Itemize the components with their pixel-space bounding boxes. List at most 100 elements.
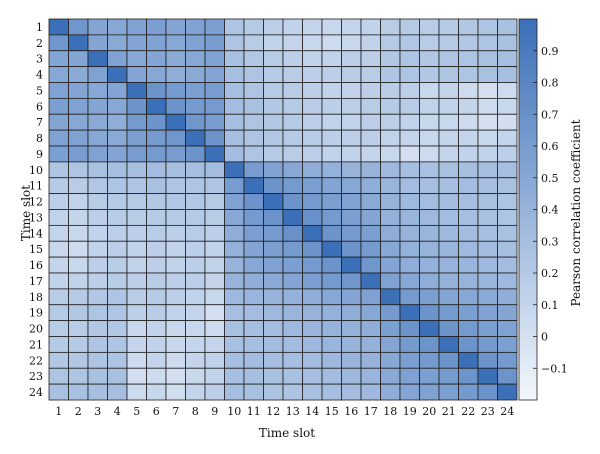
heatmap-cell-15-23 <box>477 240 498 258</box>
heatmap-cell-15-4 <box>107 240 128 258</box>
x-tick-label-14: 14 <box>305 405 319 418</box>
heatmap-cell-21-12 <box>263 336 284 353</box>
heatmap-cell-3-19 <box>399 50 420 68</box>
heatmap-cell-22-21 <box>438 351 459 369</box>
heatmap-cell-23-18 <box>380 367 401 385</box>
heatmap-cell-17-3 <box>87 272 108 290</box>
heatmap-cell-19-6 <box>146 304 167 322</box>
heatmap-cell-17-2 <box>68 272 89 290</box>
heatmap-cell-16-19 <box>399 256 420 274</box>
heatmap-cell-3-22 <box>458 50 479 68</box>
heatmap-cell-11-8 <box>185 177 206 195</box>
heatmap-cell-17-10 <box>224 272 245 290</box>
heatmap-cell-8-10 <box>224 129 245 147</box>
heatmap-cell-1-7 <box>165 18 186 36</box>
heatmap-cell-13-19 <box>399 209 420 226</box>
heatmap-cell-12-7 <box>165 193 186 210</box>
heatmap-cell-8-14 <box>302 129 323 147</box>
heatmap-cell-14-15 <box>321 224 342 242</box>
heatmap-cell-13-6 <box>146 209 167 226</box>
heatmap-cell-10-4 <box>107 161 128 179</box>
heatmap-cell-11-22 <box>458 177 479 195</box>
heatmap-cell-18-16 <box>341 288 362 306</box>
heatmap-cell-1-14 <box>302 18 323 36</box>
x-tick-label-11: 11 <box>247 405 261 418</box>
heatmap-cell-12-15 <box>321 193 342 210</box>
heatmap-cell-15-14 <box>302 240 323 258</box>
y-tick-label-4: 4 <box>36 69 43 82</box>
heatmap-cell-12-24 <box>497 193 518 210</box>
heatmap-cell-2-7 <box>165 34 186 52</box>
heatmap-cell-16-8 <box>185 256 206 274</box>
heatmap-cell-15-10 <box>224 240 245 258</box>
heatmap-cell-23-15 <box>321 367 342 385</box>
heatmap-cell-20-12 <box>263 320 284 337</box>
heatmap-cell-19-10 <box>224 304 245 322</box>
heatmap-cell-12-19 <box>399 193 420 210</box>
heatmap-cell-22-10 <box>224 351 245 369</box>
heatmap-cell-6-2 <box>68 97 89 115</box>
heatmap-cell-4-15 <box>321 66 342 83</box>
heatmap-cell-13-15 <box>321 209 342 226</box>
heatmap-cell-20-10 <box>224 320 245 337</box>
heatmap-cell-4-6 <box>146 66 167 83</box>
heatmap-cell-14-19 <box>399 224 420 242</box>
heatmap-cell-5-9 <box>204 82 225 99</box>
heatmap-cell-21-22 <box>458 336 479 353</box>
y-tick-label-14: 14 <box>29 227 43 240</box>
heatmap-cell-9-10 <box>224 145 245 163</box>
heatmap-cell-21-1 <box>48 336 69 353</box>
heatmap-cell-20-9 <box>204 320 225 337</box>
heatmap-cell-12-8 <box>185 193 206 210</box>
heatmap-cell-13-7 <box>165 209 186 226</box>
heatmap-cell-6-5 <box>126 97 147 115</box>
heatmap-cell-20-3 <box>87 320 108 337</box>
heatmap-cell-2-11 <box>243 34 264 52</box>
heatmap-cell-15-3 <box>87 240 108 258</box>
heatmap-cell-12-2 <box>68 193 89 210</box>
heatmap-cell-10-3 <box>87 161 108 179</box>
heatmap-cell-15-24 <box>497 240 518 258</box>
heatmap-cell-4-14 <box>302 66 323 83</box>
y-tick-label-17: 17 <box>29 275 43 288</box>
x-tick-label-19: 19 <box>403 405 417 418</box>
heatmap-cell-19-1 <box>48 304 69 322</box>
heatmap-cell-22-16 <box>341 351 362 369</box>
heatmap-cell-7-11 <box>243 113 264 131</box>
heatmap-cell-4-1 <box>48 66 69 83</box>
heatmap-cell-18-21 <box>438 288 459 306</box>
heatmap-cell-20-18 <box>380 320 401 337</box>
y-tick-label-22: 22 <box>29 354 43 367</box>
heatmap-cell-20-23 <box>477 320 498 337</box>
heatmap-cell-19-18 <box>380 304 401 322</box>
heatmap-cell-24-4 <box>107 383 128 401</box>
heatmap-cell-19-12 <box>263 304 284 322</box>
heatmap-cell-21-2 <box>68 336 89 353</box>
heatmap-cell-10-18 <box>380 161 401 179</box>
heatmap-cell-2-15 <box>321 34 342 52</box>
y-tick-label-19: 19 <box>29 307 43 320</box>
heatmap-cell-9-23 <box>477 145 498 163</box>
heatmap-cell-21-16 <box>341 336 362 353</box>
heatmap-cell-21-24 <box>497 336 518 353</box>
heatmap-cell-8-22 <box>458 129 479 147</box>
heatmap-cell-14-13 <box>282 224 303 242</box>
heatmap-cell-14-24 <box>497 224 518 242</box>
heatmap-cell-7-19 <box>399 113 420 131</box>
heatmap-cell-24-19 <box>399 383 420 401</box>
heatmap-cell-10-13 <box>282 161 303 179</box>
heatmap-cell-5-7 <box>165 82 186 99</box>
heatmap-cell-21-23 <box>477 336 498 353</box>
heatmap-cell-23-20 <box>419 367 440 385</box>
heatmap-cell-23-23 <box>477 367 498 385</box>
heatmap-cell-3-17 <box>360 50 381 68</box>
heatmap-cell-22-20 <box>419 351 440 369</box>
y-tick-label-9: 9 <box>36 148 43 161</box>
heatmap-cell-10-15 <box>321 161 342 179</box>
heatmap-cell-5-14 <box>302 82 323 99</box>
heatmap-cell-18-5 <box>126 288 147 306</box>
heatmap-cell-11-2 <box>68 177 89 195</box>
heatmap-cell-13-18 <box>380 209 401 226</box>
y-tick-label-16: 16 <box>29 259 43 272</box>
heatmap-cell-20-13 <box>282 320 303 337</box>
